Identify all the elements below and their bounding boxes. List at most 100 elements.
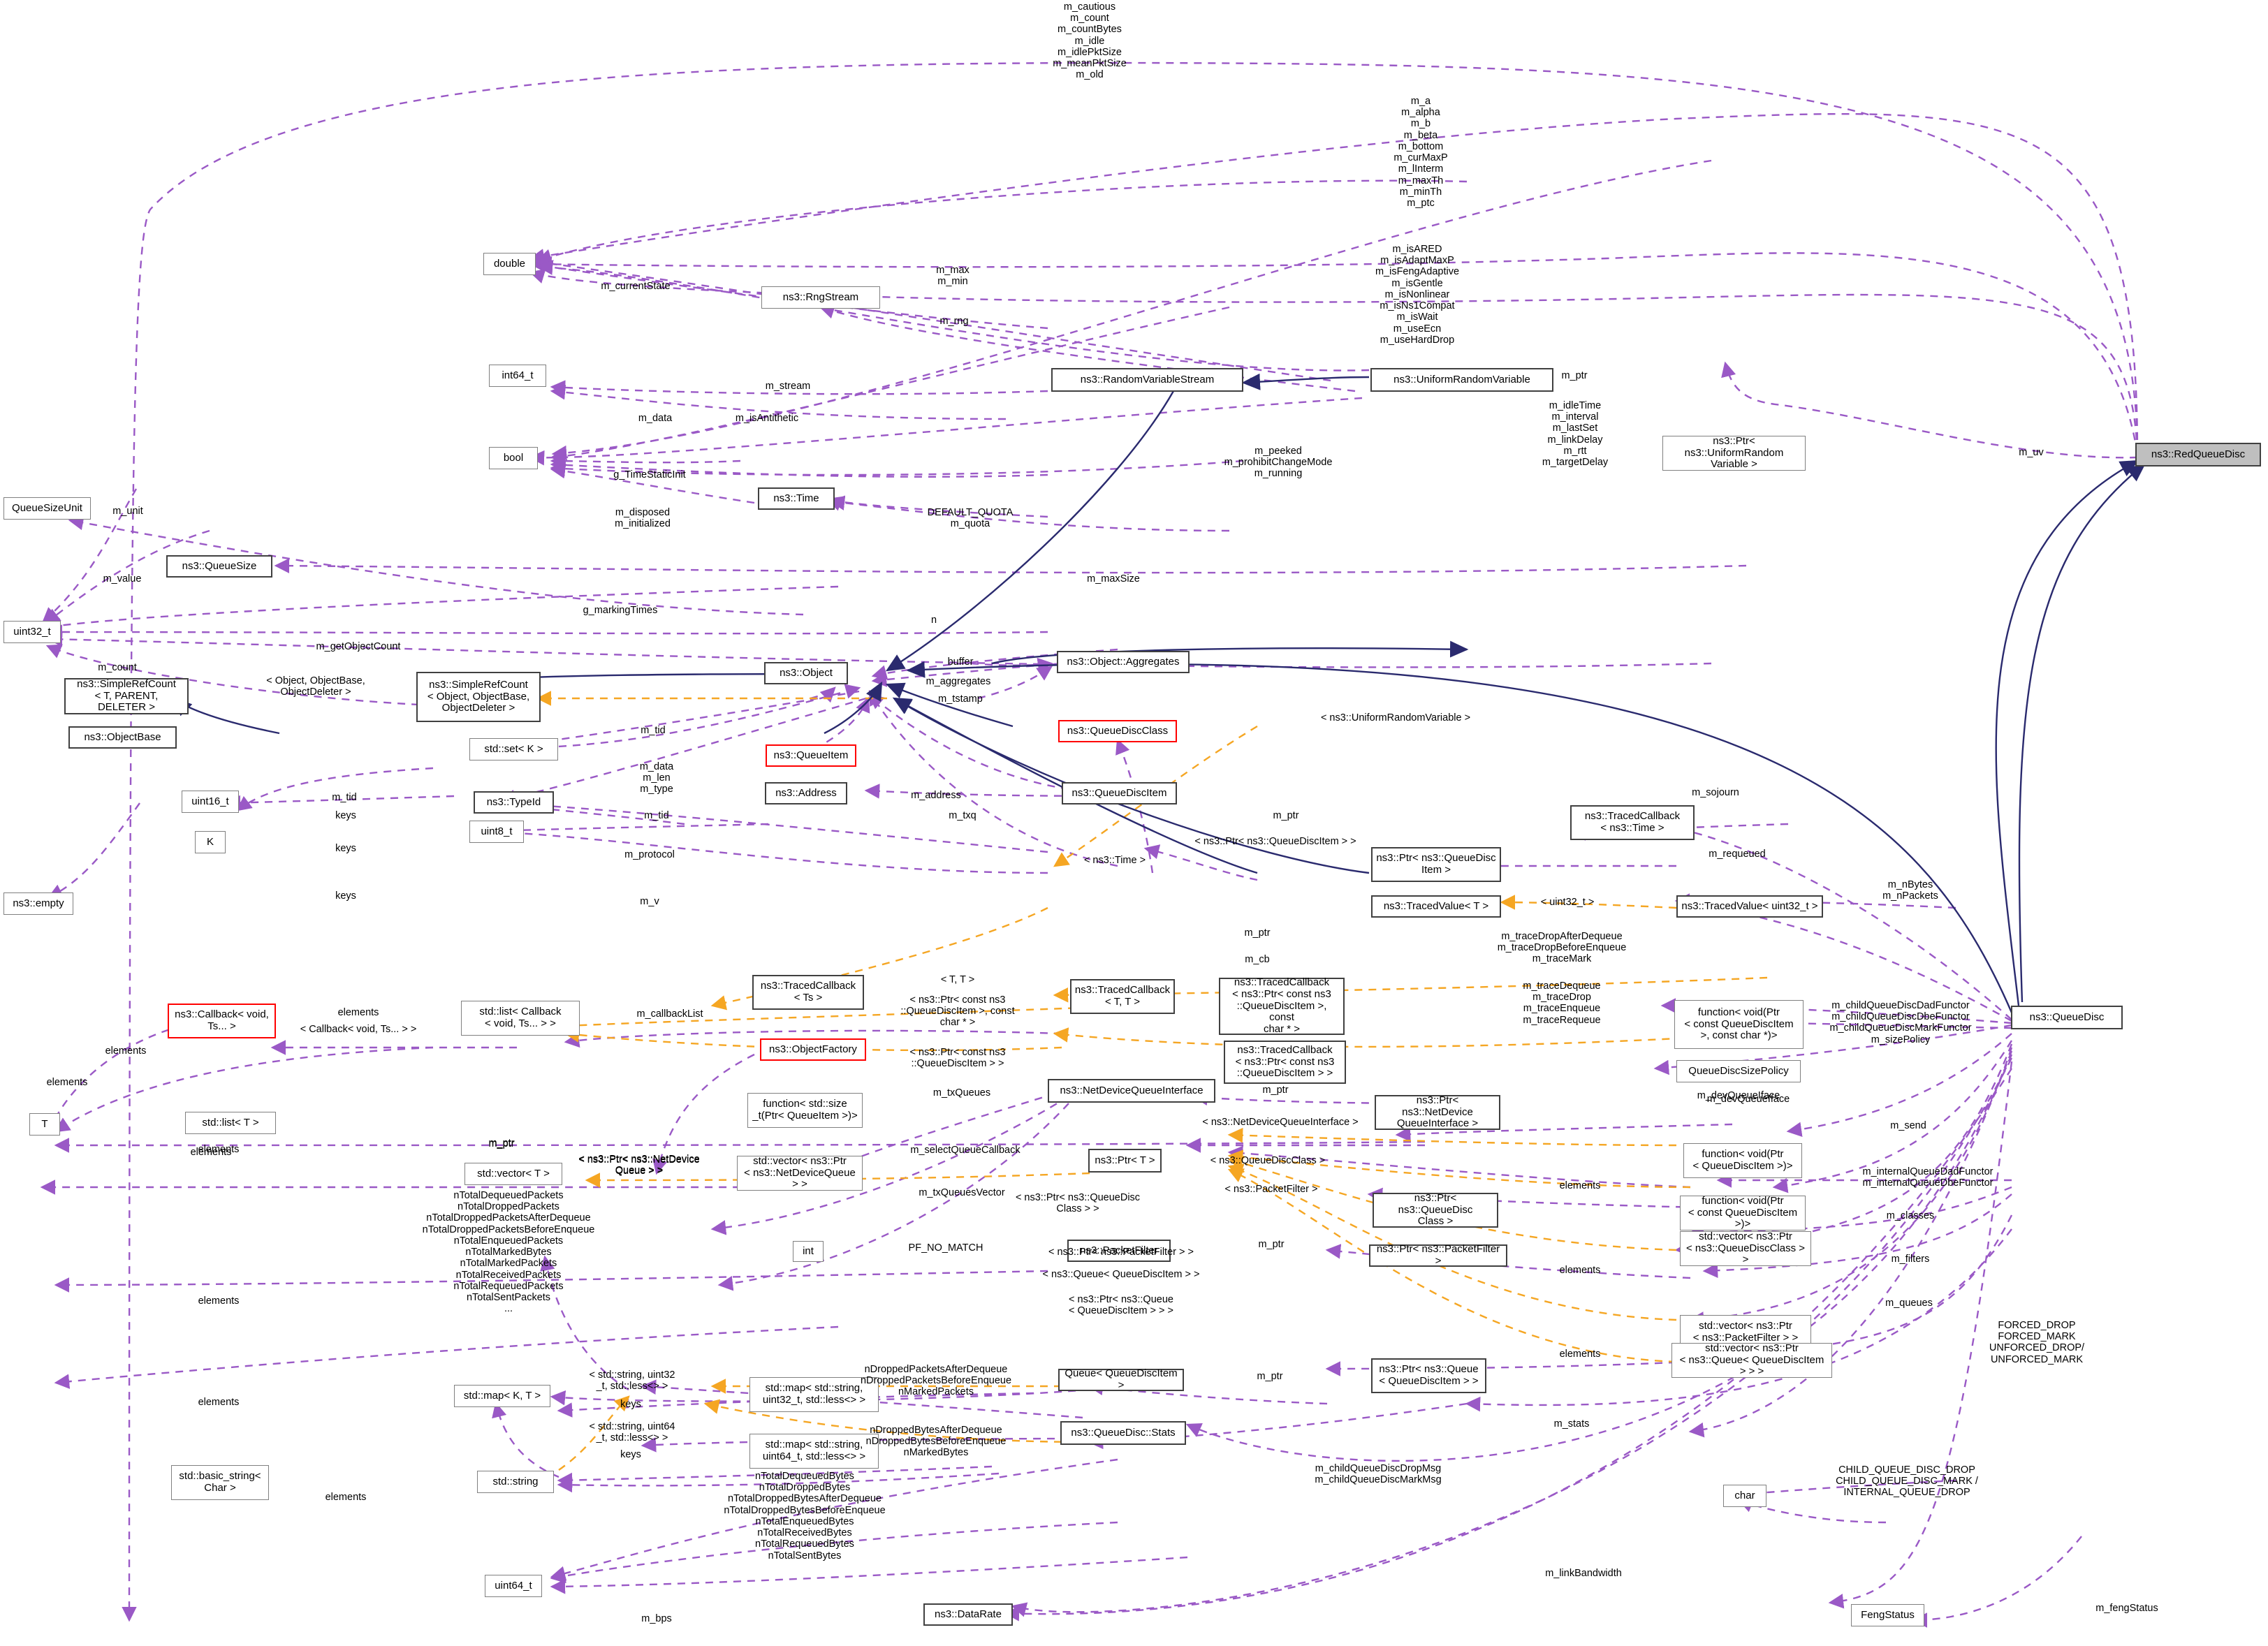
node-ns3-time[interactable]: ns3::Time (758, 487, 835, 510)
edge-label-elements-queue: elements (1559, 1349, 1601, 1360)
edge-label-tmpl-ptrconst: < ns3::Ptr< const ns3 ::QueueDiscItem > … (909, 1047, 1006, 1070)
node-uint8-t[interactable]: uint8_t (469, 821, 524, 843)
node-ptr-queue-queuediscitem[interactable]: ns3::Ptr< ns3::Queue < QueueDiscItem > > (1371, 1358, 1486, 1393)
edge-label-child-queue-disc-drop: CHILD_QUEUE_DISC_DROP CHILD_QUEUE_DISC_M… (1836, 1464, 1978, 1499)
edge-label-m-address: m_address (911, 790, 961, 801)
edge-label-keys-2: keys (335, 843, 356, 854)
edge-label-m-rng: m_rng (939, 316, 969, 327)
node-vector-ptr-queuediscclass[interactable]: std::vector< ns3::Ptr < ns3::QueueDiscCl… (1680, 1230, 1811, 1266)
node-ns3-queuesize[interactable]: ns3::QueueSize (166, 555, 272, 578)
edge-label-elements-qdclass: elements (1559, 1180, 1601, 1191)
node-tracedcallback-tt[interactable]: ns3::TracedCallback < T, T > (1070, 979, 1175, 1014)
node-ns3-queuediscclass[interactable]: ns3::QueueDiscClass (1058, 720, 1177, 742)
node-ns3-queueitem[interactable]: ns3::QueueItem (766, 744, 856, 767)
node-ns3-packetfilter[interactable]: ns3::PacketFilter (1067, 1240, 1171, 1262)
node-ns3-redqueuedisc[interactable]: ns3::RedQueueDisc (2135, 443, 2261, 466)
edge-label-tmpl-tt: < T, T > (940, 974, 975, 985)
node-queue-queuediscitem[interactable]: Queue< QueueDiscItem > (1058, 1367, 1184, 1391)
node-double[interactable]: double (483, 253, 536, 275)
edge-label-g-markingtimes: g_markingTimes (583, 605, 658, 616)
node-function-void-const-ptr[interactable]: function< void(Ptr < const QueueDiscItem… (1680, 1195, 1806, 1230)
node-int64-t[interactable]: int64_t (489, 365, 546, 387)
node-simplerefcount-object[interactable]: ns3::SimpleRefCount < Object, ObjectBase… (416, 672, 541, 722)
node-ns3-address[interactable]: ns3::Address (765, 782, 847, 804)
node-map-string-uint64[interactable]: std::map< std::string, uint64_t, std::le… (749, 1434, 879, 1469)
node-fengstatus[interactable]: FengStatus (1851, 1604, 1924, 1626)
node-uint64-t[interactable]: uint64_t (485, 1575, 542, 1597)
node-ptr-packetfilter[interactable]: ns3::Ptr< ns3::PacketFilter > (1369, 1243, 1507, 1267)
edge-label-m-currentstate: m_currentState (601, 281, 671, 292)
node-list-callback[interactable]: std::list< Callback < void, Ts... > > (461, 1001, 580, 1036)
edge-label-m-ptr-vect: m_ptr (488, 1138, 515, 1149)
edge-label-m-fengstatus: m_fengStatus (2095, 1603, 2158, 1614)
node-vector-ptr-netdevicequeue[interactable]: std::vector< ns3::Ptr < ns3::NetDeviceQu… (737, 1155, 863, 1191)
node-map-string-uint32[interactable]: std::map< std::string, uint32_t, std::le… (749, 1377, 879, 1412)
node-tracedcallback-ptr-const[interactable]: ns3::TracedCallback < ns3::Ptr< const ns… (1224, 1041, 1346, 1084)
edge-label-tmpl-ptrconstchar: < ns3::Ptr< const ns3 ::QueueDiscItem >,… (900, 994, 1015, 1029)
node-ns3-empty[interactable]: ns3::empty (3, 892, 73, 915)
node-function-void-constchar[interactable]: function< void(Ptr < const QueueDiscItem… (1674, 1000, 1804, 1049)
node-tracedvalue-uint32[interactable]: ns3::TracedValue< uint32_t > (1676, 895, 1823, 918)
node-queuediscsizepolicy[interactable]: QueueDiscSizePolicy (1676, 1060, 1801, 1082)
node-vector-ptr-queue[interactable]: std::vector< ns3::Ptr < ns3::Queue< Queu… (1671, 1342, 1832, 1378)
node-int[interactable]: int (793, 1241, 824, 1262)
node-ns3-rngstream[interactable]: ns3::RngStream (761, 286, 880, 309)
edge-label-m-sojourn: m_sojourn (1692, 787, 1739, 798)
node-tracedvalue-t[interactable]: ns3::TracedValue< T > (1371, 895, 1501, 918)
node-ns3-objectbase[interactable]: ns3::ObjectBase (68, 726, 177, 749)
node-k[interactable]: K (195, 831, 226, 853)
node-netdevicequeueinterface[interactable]: ns3::NetDeviceQueueInterface (1048, 1079, 1215, 1103)
node-ptr-t[interactable]: ns3::Ptr< T > (1088, 1149, 1162, 1173)
edge-label-m-tracedequeue: m_traceDequeue m_traceDrop m_traceEnqueu… (1523, 980, 1601, 1026)
node-ns3-uniformrandomvariable[interactable]: ns3::UniformRandomVariable (1370, 368, 1553, 392)
node-tracedcallback-ts[interactable]: ns3::TracedCallback < Ts > (752, 975, 864, 1010)
edge-label-m-protocol: m_protocol (624, 849, 675, 860)
node-queuesizeunit[interactable]: QueueSizeUnit (3, 497, 91, 520)
node-ns3-object[interactable]: ns3::Object (764, 662, 848, 684)
node-ptr-queuediscclass[interactable]: ns3::Ptr< ns3::QueueDisc Class > (1373, 1192, 1498, 1228)
node-ptr-netdevicequeueinterface[interactable]: ns3::Ptr< ns3::NetDevice QueueInterface … (1375, 1094, 1500, 1130)
node-uint16-t[interactable]: uint16_t (182, 791, 239, 813)
node-ns3-queuediscitem[interactable]: ns3::QueueDiscItem (1062, 782, 1177, 804)
edge-label-tmpl-ptrqdclass: < ns3::Ptr< ns3::QueueDisc Class > > (1015, 1192, 1141, 1215)
node-std-vector-t[interactable]: std::vector< T > (464, 1163, 562, 1185)
node-ns3-queuedisc[interactable]: ns3::QueueDisc (2011, 1006, 2123, 1029)
edge-label-ndroppedpacketsafterdequeue: nDroppedPacketsAfterDequeue nDroppedPack… (860, 1364, 1012, 1398)
edge-label-tmpl-time: < ns3::Time > (1083, 855, 1146, 866)
node-tracedcallback-ptr-const-char[interactable]: ns3::TracedCallback < ns3::Ptr< const ns… (1219, 976, 1345, 1035)
edge-label-elements-left-3: elements (198, 1397, 240, 1408)
node-ns3-datarate[interactable]: ns3::DataRate (923, 1603, 1013, 1626)
node-queuedisc-stats[interactable]: ns3::QueueDisc::Stats (1060, 1421, 1186, 1445)
edge-label-m-cb: m_cb (1245, 954, 1270, 965)
node-bool[interactable]: bool (489, 447, 538, 469)
node-uint32-t[interactable]: uint32_t (3, 621, 61, 643)
edge-label-m-max-min: m_max m_min (936, 265, 970, 288)
node-std-list-t[interactable]: std::list< T > (185, 1112, 276, 1134)
edge-label-m-send: m_send (1890, 1120, 1926, 1131)
node-char[interactable]: char (1723, 1485, 1766, 1507)
edge-label-m-tstamp: m_tstamp (938, 693, 983, 705)
node-function-sizet[interactable]: function< std::size _t(Ptr< QueueItem >)… (747, 1093, 863, 1128)
node-ptr-uniformrandomvariable[interactable]: ns3::Ptr< ns3::UniformRandom Variable > (1662, 435, 1806, 471)
node-tracedcallback-time[interactable]: ns3::TracedCallback < ns3::Time > (1570, 805, 1695, 840)
node-ptr-queuediscitem[interactable]: ns3::Ptr< ns3::QueueDisc Item > (1371, 847, 1501, 882)
edge-label-tmpl-uniformrandom: < ns3::UniformRandomVariable > (1320, 712, 1471, 723)
node-callback-void[interactable]: ns3::Callback< void, Ts... > (168, 1004, 276, 1038)
node-std-basic-string[interactable]: std::basic_string< Char > (171, 1465, 269, 1500)
node-function-void-ptr[interactable]: function< void(Ptr < QueueDiscItem >)> (1683, 1143, 1802, 1178)
node-simplerefcount-t[interactable]: ns3::SimpleRefCount < T, PARENT, DELETER… (64, 678, 189, 714)
edge-label-default-quota: DEFAULT_QUOTA m_quota (927, 507, 1014, 530)
edge-label-tmpl-ptrpf: < ns3::Ptr< ns3::PacketFilter > > (1048, 1247, 1194, 1258)
node-std-string[interactable]: std::string (477, 1471, 554, 1493)
node-ns3-randomvariablestream[interactable]: ns3::RandomVariableStream (1051, 368, 1243, 392)
node-std-map-k-t[interactable]: std::map< K, T > (454, 1385, 550, 1407)
node-t[interactable]: T (29, 1113, 60, 1136)
node-ns3-typeid[interactable]: ns3::TypeId (474, 791, 554, 814)
node-ns3-object-aggregates[interactable]: ns3::Object::Aggregates (1057, 651, 1190, 673)
edge-label-keys-1: keys (335, 810, 356, 821)
node-std-set-k[interactable]: std::set< K > (469, 738, 558, 760)
node-ns3-objectfactory[interactable]: ns3::ObjectFactory (760, 1038, 866, 1061)
edge-label-stats-bytes: nTotalDequeuedBytes nTotalDroppedBytes n… (724, 1471, 886, 1562)
edge-label-m-data-len-type: m_data m_len m_type (639, 761, 674, 795)
